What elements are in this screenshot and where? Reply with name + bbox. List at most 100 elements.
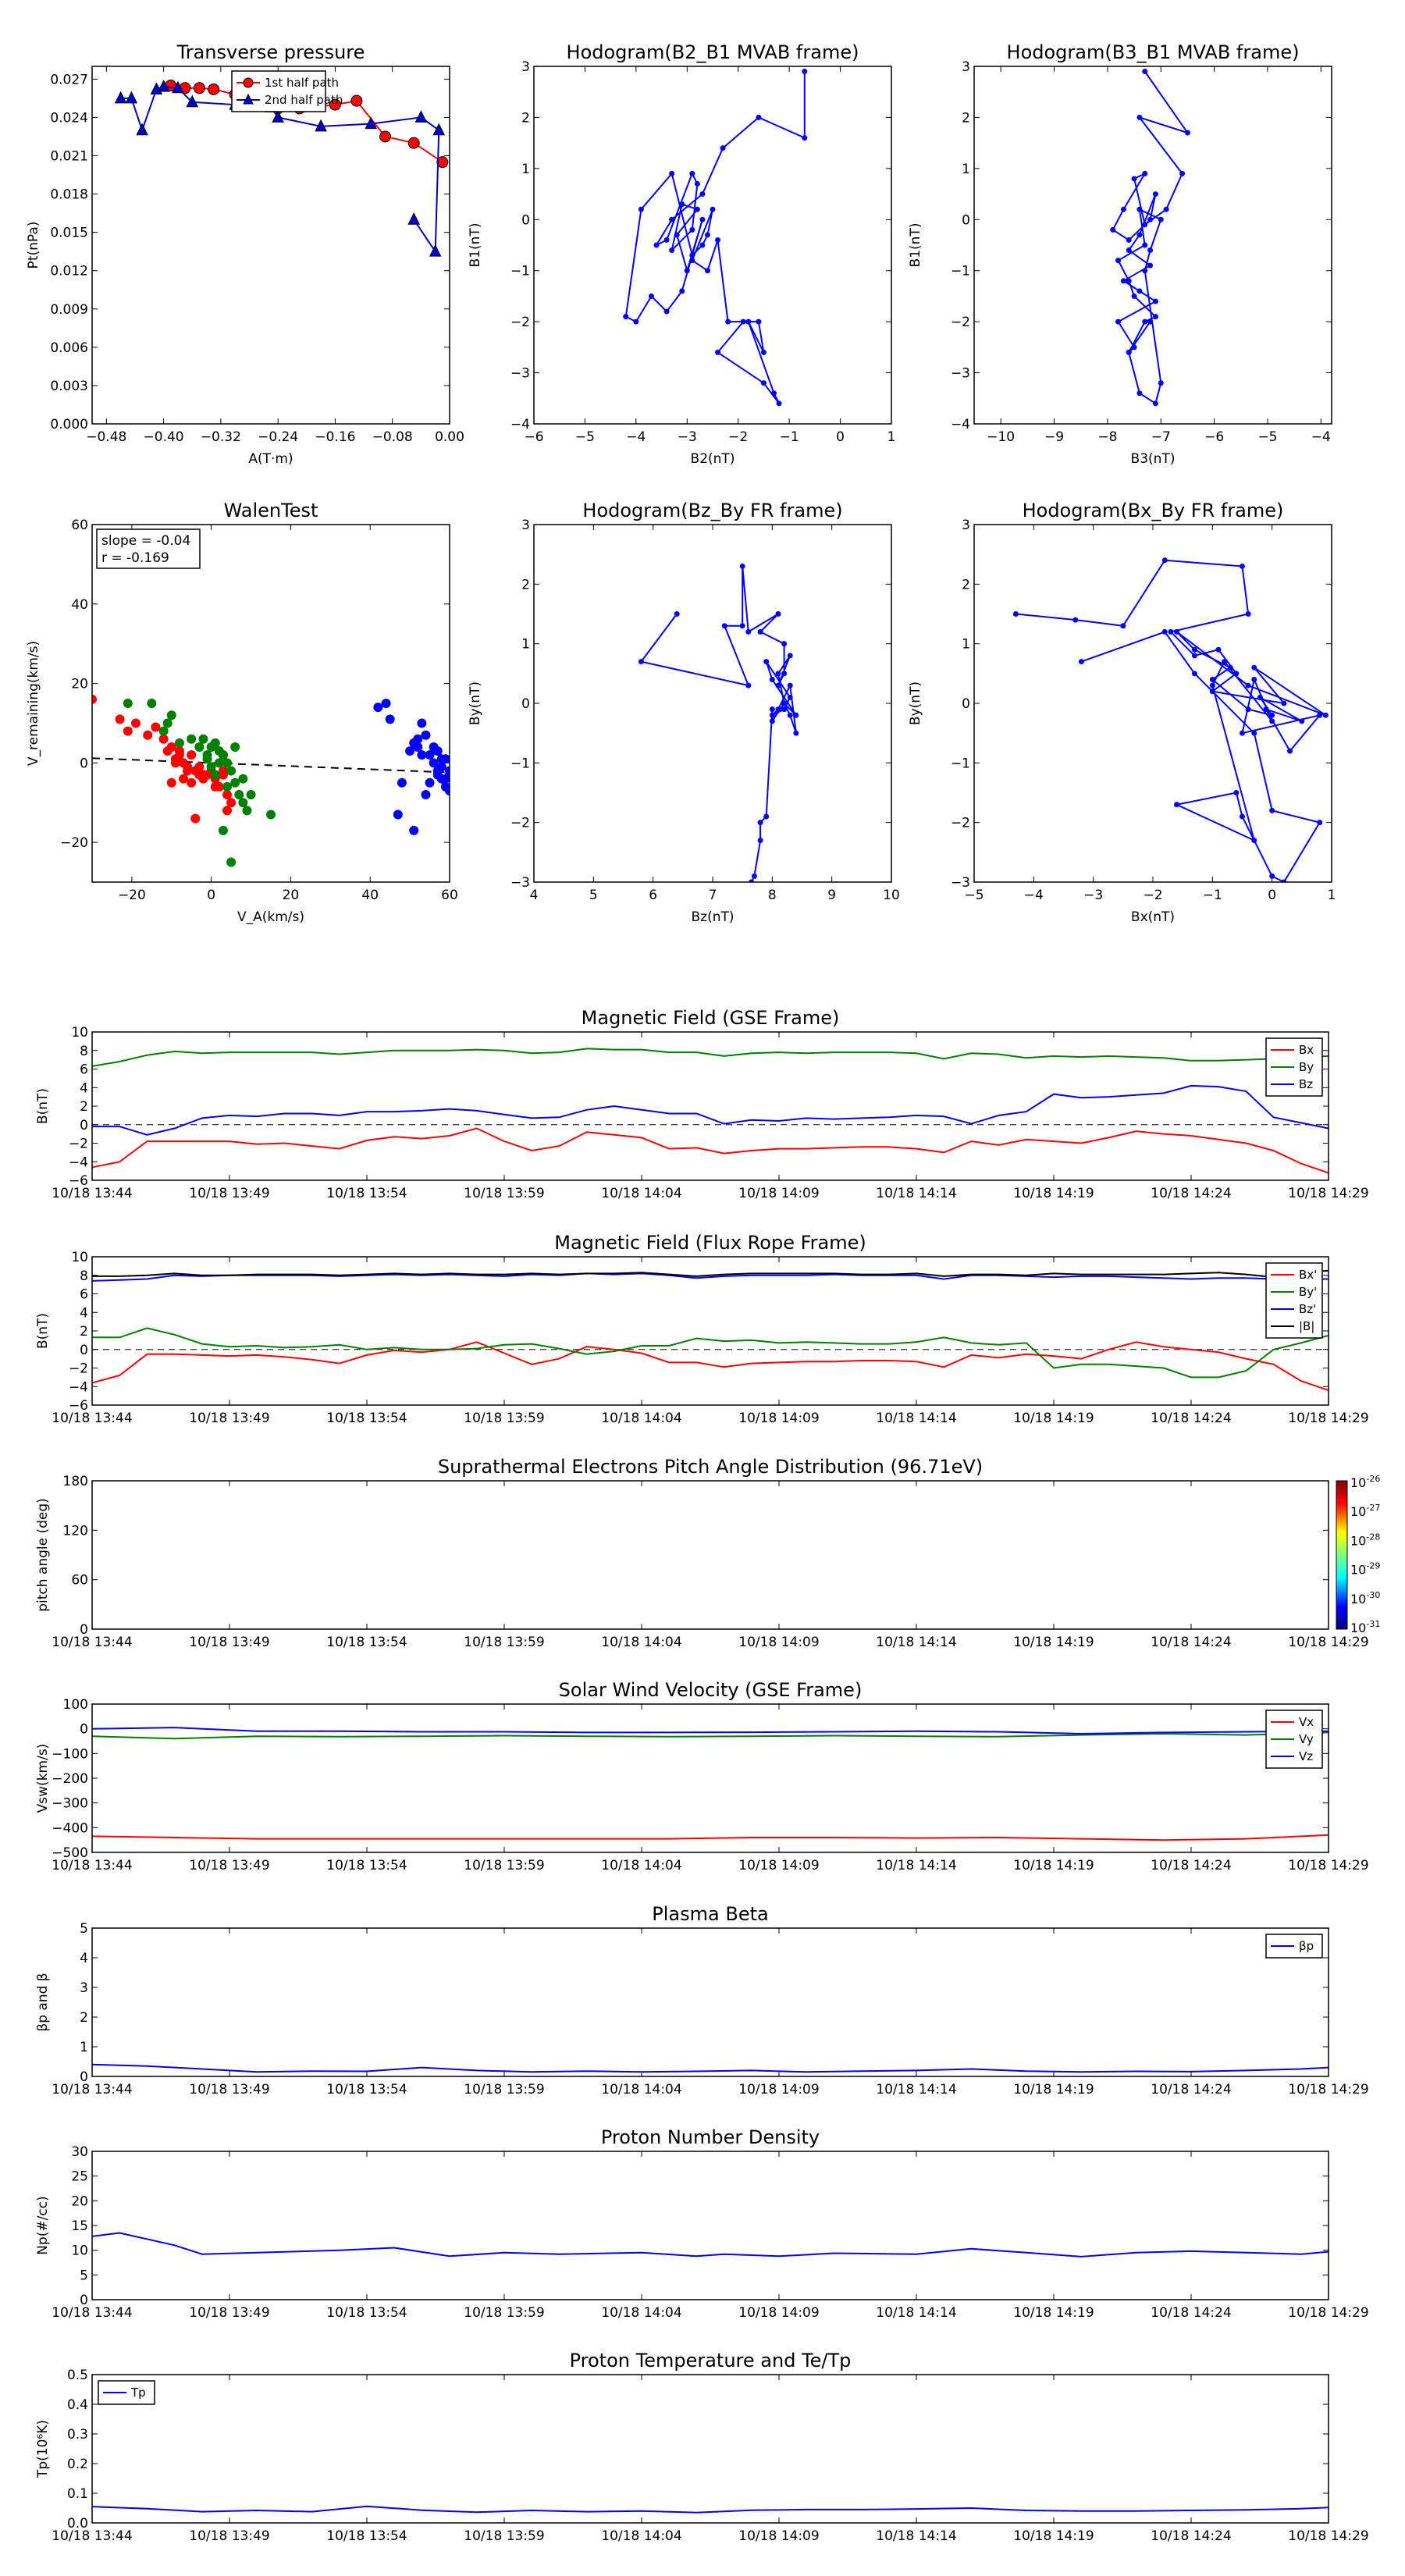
x-tick-label: 10 bbox=[883, 888, 900, 903]
data-point bbox=[663, 237, 670, 243]
data-point bbox=[781, 706, 788, 713]
y-tick-label: −100 bbox=[52, 1746, 88, 1762]
y-tick-label: 6 bbox=[80, 1062, 88, 1078]
data-point bbox=[1136, 288, 1143, 294]
annotation-text: r = -0.169 bbox=[101, 550, 169, 566]
data-point bbox=[725, 318, 731, 325]
data-point bbox=[1120, 206, 1126, 212]
data-point bbox=[194, 762, 205, 772]
data-point bbox=[373, 703, 383, 713]
data-point bbox=[187, 734, 197, 744]
x-axis-label: Bz(nT) bbox=[691, 909, 734, 925]
legend-entry: |B| bbox=[1299, 1319, 1314, 1333]
colorbar-label-base: 10 bbox=[1350, 1563, 1366, 1578]
series-2 bbox=[92, 1727, 1329, 1735]
y-tick-label: 30 bbox=[71, 2144, 88, 2160]
x-tick-label: 10/18 14:24 bbox=[1151, 2082, 1231, 2097]
series-0 bbox=[92, 1341, 1329, 1391]
chart-hodo_b3_b1: Hodogram(B3_B1 MVAB frame)−4−3−2−10123−1… bbox=[908, 41, 1332, 467]
data-point bbox=[436, 156, 449, 169]
y-tick-label: 25 bbox=[71, 2169, 88, 2185]
y-tick-label: 0.000 bbox=[50, 417, 88, 432]
series-2 bbox=[92, 1084, 1329, 1136]
chart-np: Proton Number Density 0 5 10 15 20 25 30 10/18 1… bbox=[35, 2126, 1369, 2321]
data-point bbox=[379, 130, 392, 143]
data-point bbox=[208, 83, 220, 95]
series-line bbox=[92, 1127, 1329, 1174]
x-tick-label: −7 bbox=[1151, 429, 1171, 445]
y-tick-label: 1 bbox=[521, 162, 530, 177]
data-point bbox=[638, 206, 644, 212]
data-point bbox=[125, 91, 138, 104]
y-tick-label: 1 bbox=[521, 637, 530, 653]
y-tick-label: −1 bbox=[951, 756, 970, 771]
y-tick-label: 0.003 bbox=[50, 379, 88, 394]
x-tick-label: 10/18 14:04 bbox=[601, 2305, 681, 2321]
y-tick-label: 0 bbox=[80, 1722, 88, 1738]
y-tick-label: −300 bbox=[52, 1796, 88, 1812]
x-tick-label: 10/18 13:49 bbox=[189, 1411, 269, 1426]
data-point bbox=[1209, 688, 1215, 695]
y-axis-label: By(nT) bbox=[468, 681, 483, 725]
data-point bbox=[745, 318, 752, 325]
data-point bbox=[1215, 646, 1222, 653]
data-point bbox=[1110, 226, 1116, 233]
data-point bbox=[633, 318, 639, 325]
data-point bbox=[315, 119, 327, 132]
x-tick-label: 1 bbox=[887, 429, 896, 445]
series-0 bbox=[623, 69, 808, 407]
y-tick-label: 3 bbox=[521, 59, 530, 75]
plot-area bbox=[92, 1048, 1329, 1174]
y-tick-label: 0.4 bbox=[67, 2397, 88, 2413]
data-point bbox=[1240, 813, 1245, 820]
data-point bbox=[1136, 390, 1143, 397]
data-point bbox=[1287, 748, 1293, 754]
plot-frame bbox=[91, 524, 450, 883]
x-tick-label: −4 bbox=[1024, 888, 1044, 903]
data-point bbox=[787, 694, 793, 700]
data-point bbox=[1269, 718, 1275, 724]
data-point bbox=[760, 380, 767, 386]
data-point bbox=[781, 671, 788, 677]
series-line bbox=[92, 1727, 1329, 1735]
y-tick-label: −6 bbox=[69, 1173, 88, 1189]
series-line bbox=[92, 2505, 1329, 2514]
y-tick-label: −4 bbox=[69, 1379, 88, 1395]
x-tick-label: 5 bbox=[589, 888, 598, 903]
data-point bbox=[771, 390, 777, 397]
chart-title: Hodogram(Bx_By FR frame) bbox=[1023, 500, 1284, 521]
plot-frame bbox=[91, 1031, 1329, 1181]
y-axis-label: Vsw(km/s) bbox=[35, 1744, 51, 1813]
data-point bbox=[1161, 557, 1168, 564]
data-point bbox=[226, 798, 237, 808]
y-tick-label: 4 bbox=[80, 1305, 88, 1321]
data-point bbox=[1163, 206, 1169, 212]
chart-vsw: Solar Wind Velocity (GSE Frame) −500 −400 −… bbox=[35, 1679, 1369, 1873]
chart-b_gse: Magnetic Field (GSE Frame) −6 −4 −2 0 2 4 6 8 10 1… bbox=[35, 1007, 1369, 1201]
legend: βp bbox=[1265, 1934, 1323, 1959]
y-tick-label: 0 bbox=[80, 1622, 88, 1638]
x-tick-label: 10/18 14:04 bbox=[601, 2528, 681, 2544]
x-tick-label: 10/18 13:54 bbox=[326, 1635, 407, 1650]
data-point bbox=[793, 712, 799, 718]
colorbar-label: 10-29 bbox=[1350, 1561, 1380, 1578]
x-tick-label: −1 bbox=[1203, 888, 1222, 903]
series-0 bbox=[1110, 69, 1190, 407]
data-point bbox=[1120, 278, 1126, 284]
data-point bbox=[684, 268, 690, 274]
x-tick-label: 60 bbox=[441, 888, 458, 903]
plot-frame bbox=[91, 2374, 1329, 2524]
series-0 bbox=[638, 563, 799, 882]
data-point bbox=[802, 135, 808, 141]
data-point bbox=[436, 774, 446, 784]
data-point bbox=[1299, 718, 1305, 724]
data-point bbox=[775, 682, 781, 688]
y-axis-label: B(nT) bbox=[35, 1088, 51, 1124]
x-tick-label: −3 bbox=[678, 429, 697, 445]
series-2 bbox=[92, 1272, 1329, 1282]
y-tick-label: −2 bbox=[69, 1361, 88, 1377]
data-point bbox=[1179, 170, 1186, 176]
data-point bbox=[721, 623, 727, 629]
data-point bbox=[1142, 242, 1148, 248]
data-point bbox=[1152, 298, 1158, 304]
